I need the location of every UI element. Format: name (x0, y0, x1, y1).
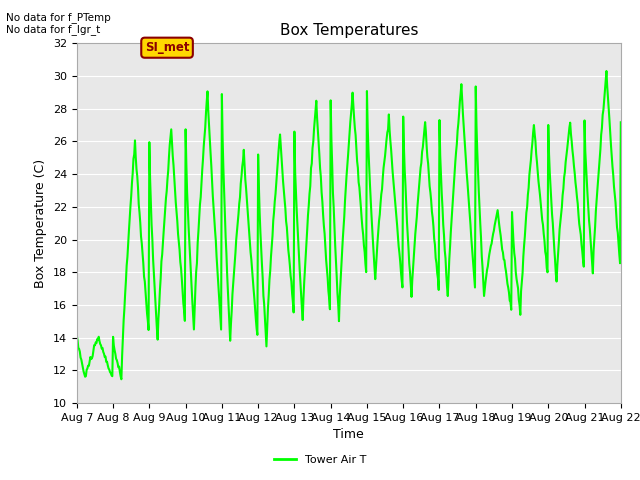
Y-axis label: Box Temperature (C): Box Temperature (C) (35, 158, 47, 288)
X-axis label: Time: Time (333, 429, 364, 442)
Legend: Tower Air T: Tower Air T (269, 451, 371, 469)
Text: SI_met: SI_met (145, 41, 189, 54)
Title: Box Temperatures: Box Temperatures (280, 23, 418, 38)
Text: No data for f_lgr_t: No data for f_lgr_t (6, 24, 100, 35)
Text: No data for f_PTemp: No data for f_PTemp (6, 12, 111, 23)
